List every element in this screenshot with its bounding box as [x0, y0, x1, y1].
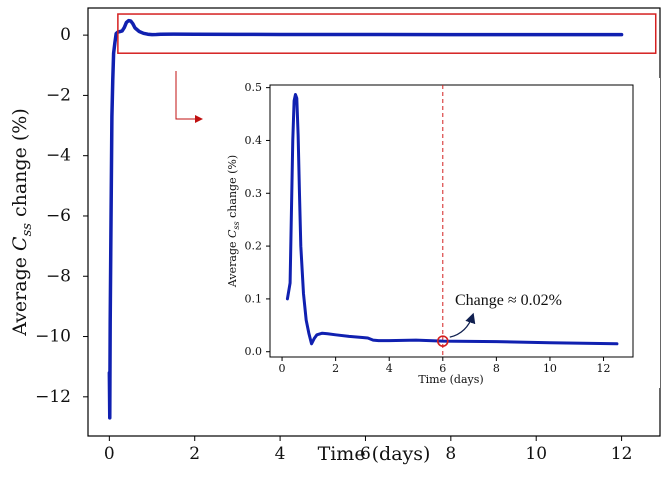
x-tick-label: 4	[386, 362, 393, 375]
y-tick-label: −12	[35, 387, 71, 407]
x-tick-label: 10	[525, 444, 547, 464]
x-tick-label: 4	[275, 444, 286, 464]
x-tick-label: 12	[597, 362, 611, 375]
x-tick-label: 10	[543, 362, 557, 375]
y-tick-label: −6	[46, 206, 71, 226]
inset-y-axis-label: Average Css change (%)	[226, 155, 241, 288]
x-tick-label: 8	[493, 362, 500, 375]
annotation-text: Change ≈ 0.02%	[455, 292, 562, 309]
zoom-highlight-box	[117, 13, 657, 54]
main-plot: 0 2 4 6 8 10 12 0 −2 −4 −6 −8 −10 −12 Time (days) Av…	[9, 7, 661, 465]
zoom-connector-arrow	[175, 71, 203, 123]
inset-series-line	[285, 93, 619, 346]
inset-plot-frame	[269, 84, 634, 358]
y-tick-label: −10	[35, 327, 71, 347]
main-x-axis-label: Time (days)	[318, 443, 431, 465]
x-tick-label: 2	[189, 444, 200, 464]
main-y-axis-label: Average Css change (%)	[9, 108, 35, 337]
x-tick-label: 8	[445, 444, 456, 464]
inset-x-ticks: 0 2 4 6 8 10 12	[279, 357, 611, 375]
inset-y-label-symbol: C	[226, 229, 239, 238]
y-tick-label: 0.2	[245, 240, 263, 253]
main-y-label-suffix: change (%)	[9, 108, 31, 223]
y-tick-label: 0.0	[245, 345, 263, 358]
x-tick-label: 6	[439, 362, 446, 375]
y-tick-label: −4	[46, 146, 71, 166]
inset-x-axis-label: Time (days)	[418, 373, 483, 386]
y-tick-label: 0.4	[245, 134, 263, 147]
main-y-ticks: 0 −2 −4 −6 −8 −10 −12	[35, 25, 88, 407]
y-tick-label: 0	[60, 25, 71, 45]
inset-y-label-subscript: ss	[232, 221, 241, 229]
x-tick-label: 6	[360, 444, 371, 464]
y-tick-label: −2	[46, 85, 71, 105]
x-tick-label: 0	[279, 362, 286, 375]
y-tick-label: −8	[46, 266, 71, 286]
main-y-label-prefix: Average	[9, 251, 31, 337]
x-tick-label: 12	[611, 444, 633, 464]
inset-highlight-marker	[436, 335, 449, 347]
y-tick-label: 0.5	[245, 81, 263, 94]
y-tick-label: 0.3	[245, 187, 263, 200]
inset-y-label-prefix: Average	[226, 238, 239, 288]
inset-plot: 0 2 4 6 8 10 12 0.0 0.1 0.2 0.3 0.4 0.5 Change ≈ 0.…	[218, 78, 660, 388]
y-tick-label: 0.1	[245, 292, 263, 305]
annotation-arrow	[449, 312, 476, 338]
main-x-ticks: 0 2 4 6 8 10 12	[104, 436, 632, 464]
inset-y-ticks: 0.0 0.1 0.2 0.3 0.4 0.5	[245, 81, 270, 358]
main-series-line	[107, 18, 624, 420]
x-tick-label: 0	[104, 444, 115, 464]
inset-y-label-suffix: change (%)	[226, 155, 239, 221]
x-tick-label: 2	[332, 362, 339, 375]
main-y-label-symbol: C	[9, 236, 31, 251]
main-y-label-subscript: ss	[20, 223, 35, 237]
